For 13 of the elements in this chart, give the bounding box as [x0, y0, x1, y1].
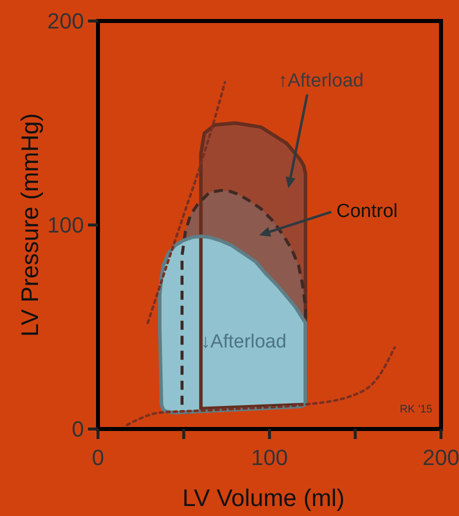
y-tick-label: 200 — [47, 8, 84, 34]
annotation: ↓Afterload — [200, 331, 286, 352]
y-tick-label: 0 — [72, 416, 84, 442]
y-axis-title: LV Pressure (mmHg) — [17, 113, 44, 337]
annotation: ↑Afterload — [278, 70, 364, 92]
annotation: Control — [336, 200, 398, 222]
y-tick-label: 100 — [47, 212, 84, 238]
x-axis-title: LV Volume (ml) — [182, 485, 345, 512]
line-series — [146, 80, 226, 324]
x-tick-label: 200 — [422, 445, 459, 470]
x-tick-label: 0 — [92, 445, 104, 470]
annotation: RK '15 — [400, 404, 432, 416]
x-tick-label: 100 — [251, 445, 288, 470]
